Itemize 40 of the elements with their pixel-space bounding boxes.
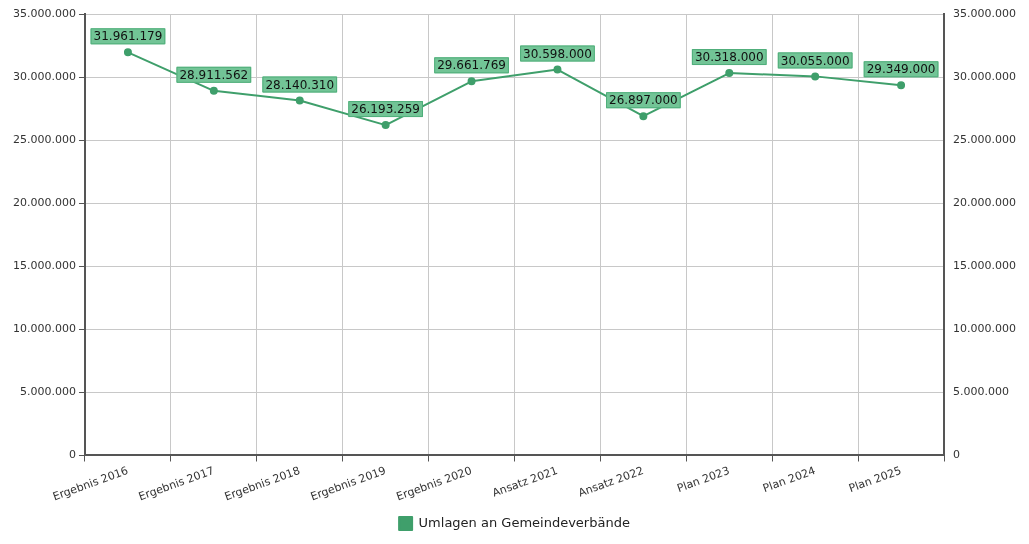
y2-tick-label: 35.000.000 (953, 6, 1016, 20)
y2-tick-label: 20.000.000 (953, 196, 1016, 210)
y2-tick-label: 15.000.000 (953, 259, 1016, 273)
y-tick-label: 5.000.000 (20, 385, 76, 399)
y2-tick-label: 10.000.000 (953, 322, 1016, 336)
y-tick-label: 30.000.000 (13, 69, 76, 83)
x-tick-label: Plan 2024 (761, 463, 818, 495)
y2-tick-label: 25.000.000 (953, 133, 1016, 146)
x-tick-label: Plan 2023 (675, 463, 732, 495)
y-tick-label: 25.000.000 (13, 133, 76, 146)
y2-tick-label: 30.000.000 (953, 69, 1016, 83)
point (811, 72, 820, 81)
y-tick-label: 35.000.000 (13, 6, 76, 20)
legend-label: Umlagen an Gemeindeverbände (418, 514, 630, 530)
point (553, 65, 562, 74)
point (467, 77, 476, 86)
data-label: 30.318.000 (694, 50, 764, 65)
data-label: 26.193.259 (351, 102, 420, 117)
data-label: 28.911.562 (179, 67, 249, 82)
point (123, 48, 132, 57)
point (725, 69, 734, 78)
y-tick-label: 20.000.000 (13, 196, 76, 210)
data-label: 31.961.179 (93, 29, 163, 44)
data-label: 30.598.000 (523, 46, 592, 61)
point (295, 96, 304, 105)
data-label: 26.897.000 (609, 93, 678, 108)
point (381, 121, 390, 130)
point (209, 86, 218, 95)
point (639, 112, 648, 121)
y-tick-label: 15.000.000 (13, 259, 76, 273)
data-label: 28.140.310 (265, 77, 335, 92)
y2-tick-label: 0 (953, 448, 961, 462)
point (897, 81, 906, 90)
x-tick-label: Plan 2025 (847, 463, 904, 495)
y-tick-label: 0 (68, 448, 76, 462)
y-tick-label: 10.000.000 (13, 322, 76, 336)
data-label: 30.055.000 (780, 53, 850, 68)
data-label: 29.661.769 (437, 58, 506, 73)
y2-tick-label: 5.000.000 (953, 385, 1009, 399)
data-label: 29.349.000 (866, 62, 936, 77)
